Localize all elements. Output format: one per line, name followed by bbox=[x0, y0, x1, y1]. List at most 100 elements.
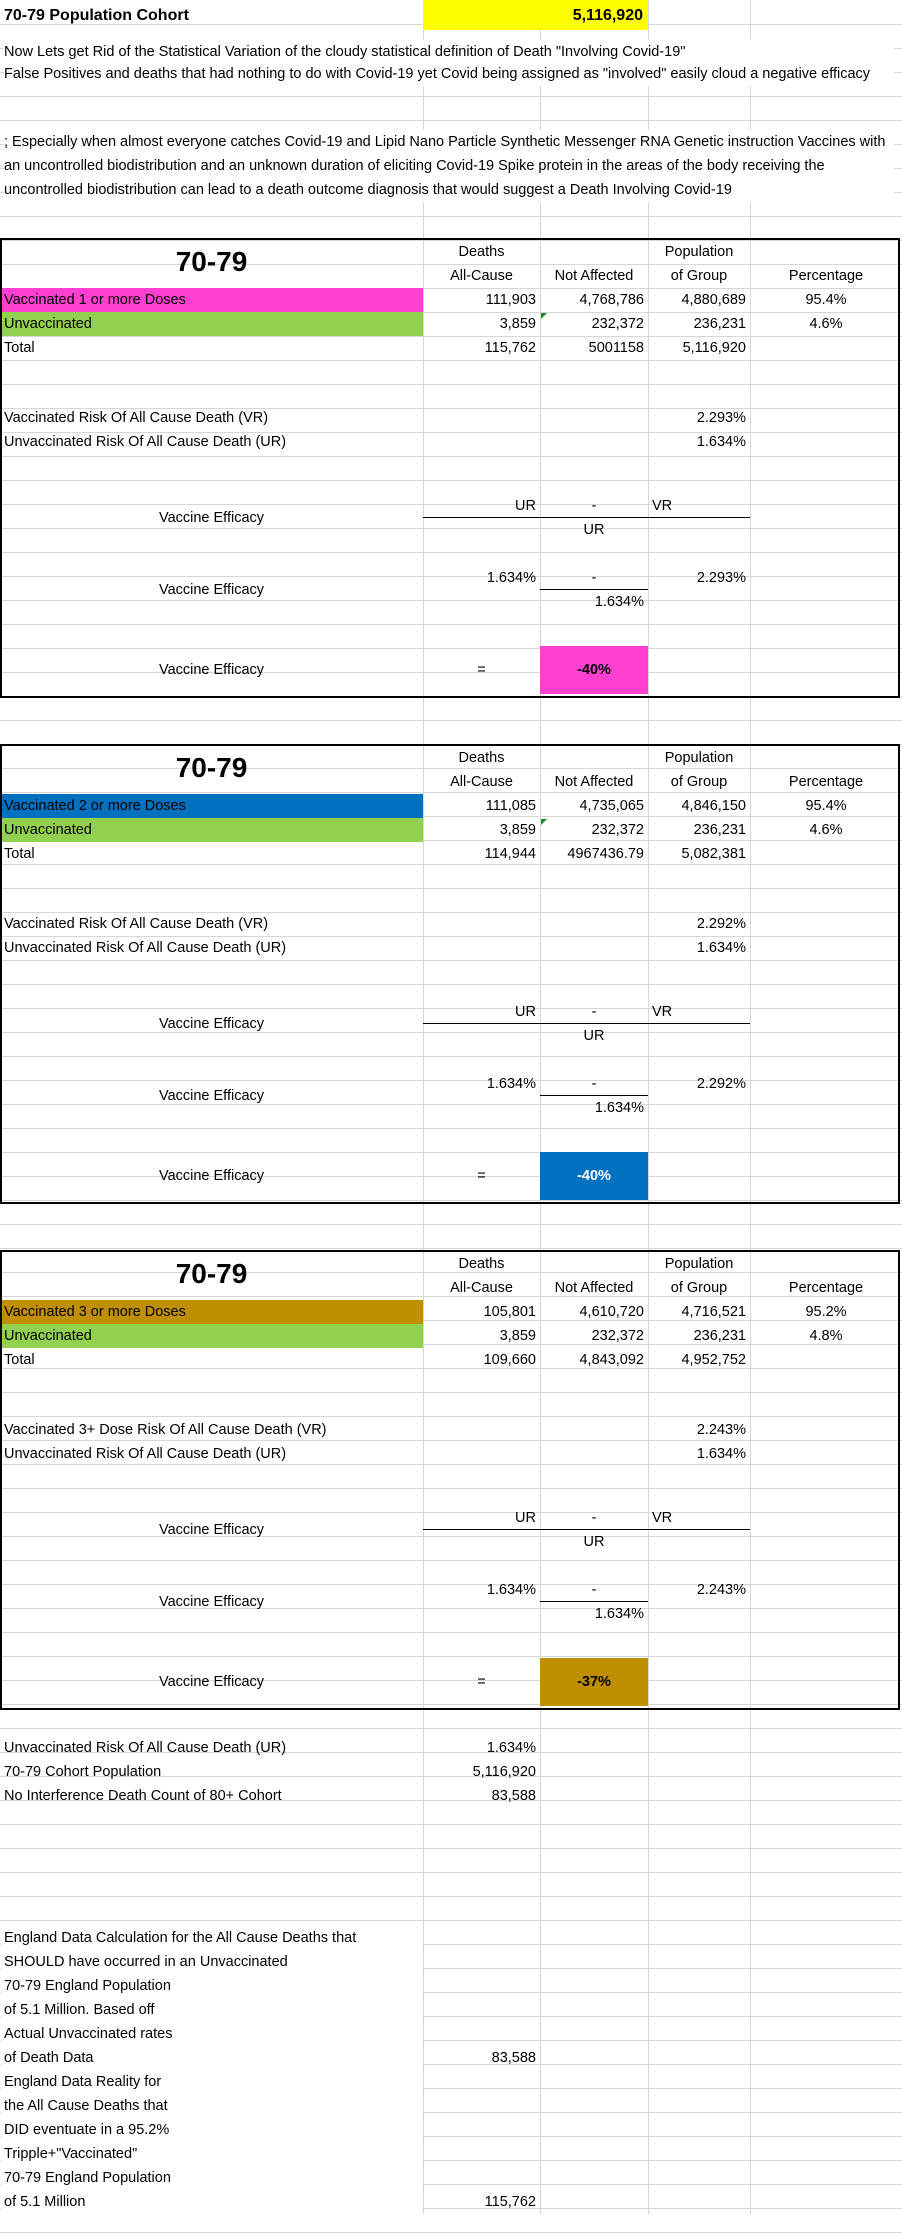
grid-row bbox=[0, 1008, 902, 1033]
summary-population-label: 70-79 Cohort Population bbox=[4, 1764, 162, 1780]
grid-row bbox=[0, 984, 902, 1009]
england-calc-line: of Death Data bbox=[4, 2050, 94, 2066]
grid-row bbox=[0, 1608, 902, 1633]
grid-row bbox=[0, 1944, 902, 1969]
equals-sign: = bbox=[477, 1674, 486, 1690]
grid-row bbox=[0, 1992, 902, 2017]
ur-value: 1.634% bbox=[696, 940, 746, 956]
england-calc-line: 70-79 England Population bbox=[4, 1978, 171, 1994]
grid-row bbox=[0, 96, 902, 121]
summary-no-interference-label: No Interference Death Count of 80+ Cohor… bbox=[4, 1788, 282, 1804]
total-label: Total bbox=[4, 1352, 35, 1368]
formula-divider bbox=[423, 517, 750, 518]
unvaccinated-highlight bbox=[2, 312, 423, 336]
unvaccinated-not-affected: 232,372 bbox=[591, 1328, 644, 1344]
population-header: Population bbox=[664, 750, 734, 766]
unvaccinated-population: 236,231 bbox=[693, 822, 746, 838]
vr-value: 2.243% bbox=[696, 1422, 746, 1438]
cell-comment-marker bbox=[541, 313, 547, 319]
unvaccinated-highlight bbox=[2, 818, 423, 842]
vaccinated-population: 4,716,521 bbox=[681, 1304, 746, 1320]
grid-row bbox=[0, 480, 902, 505]
unvaccinated-label: Unvaccinated bbox=[4, 316, 92, 332]
deaths-header-2: All-Cause bbox=[450, 268, 513, 284]
grid-row bbox=[0, 192, 902, 217]
grid-row bbox=[0, 432, 902, 457]
grid-row bbox=[0, 576, 902, 601]
unvaccinated-not-affected: 232,372 bbox=[591, 316, 644, 332]
england-calc-line: of 5.1 Million. Based off bbox=[4, 2002, 155, 2018]
vr-value: 2.292% bbox=[696, 916, 746, 932]
population-highlight bbox=[423, 0, 648, 30]
total-deaths: 109,660 bbox=[483, 1352, 536, 1368]
vaccine-efficacy-label: Vaccine Efficacy bbox=[158, 1088, 265, 1104]
grid-row bbox=[0, 1512, 902, 1537]
grid-row bbox=[0, 408, 902, 433]
population-header-2: of Group bbox=[670, 1280, 728, 1296]
cohort-heading: 70-79 bbox=[175, 1258, 248, 1289]
grid-row bbox=[0, 1344, 902, 1369]
grid-column-line bbox=[540, 0, 541, 2214]
vr-label: Vaccinated Risk Of All Cause Death (VR) bbox=[4, 410, 269, 426]
england-reality-line: 70-79 England Population bbox=[4, 2170, 171, 2186]
vr-label: Vaccinated Risk Of All Cause Death (VR) bbox=[4, 916, 269, 932]
england-reality-line: the All Cause Deaths that bbox=[4, 2098, 168, 2114]
grid-row bbox=[0, 1032, 902, 1057]
vaccinated-deaths: 111,085 bbox=[485, 798, 536, 814]
grid-column-line bbox=[750, 0, 751, 2214]
grid-row bbox=[0, 600, 902, 625]
grid-row bbox=[0, 552, 902, 577]
numeric-denominator: 1.634% bbox=[594, 1100, 644, 1116]
cohort-table bbox=[0, 744, 900, 1204]
numeric-denominator: 1.634% bbox=[594, 594, 644, 610]
numeric-vr: 2.243% bbox=[696, 1582, 746, 1598]
population-total: 5,116,920 bbox=[572, 7, 643, 24]
grid-row bbox=[0, 312, 902, 337]
grid-row bbox=[0, 1416, 902, 1441]
grid-row bbox=[0, 264, 902, 289]
grid-row bbox=[0, 792, 902, 817]
unvaccinated-label: Unvaccinated bbox=[4, 1328, 92, 1344]
numeric-minus: - bbox=[591, 570, 597, 586]
unvaccinated-percentage: 4.6% bbox=[809, 316, 843, 332]
grid-row bbox=[0, 1872, 902, 1897]
vaccinated-deaths: 105,801 bbox=[483, 1304, 536, 1320]
formula-denominator: UR bbox=[583, 1028, 605, 1044]
percentage-header: Percentage bbox=[788, 268, 864, 284]
unvaccinated-label: Unvaccinated bbox=[4, 822, 92, 838]
grid-row bbox=[0, 1848, 902, 1873]
grid-row bbox=[0, 456, 902, 481]
vaccinated-deaths: 111,903 bbox=[485, 292, 536, 308]
grid-row bbox=[0, 816, 902, 841]
grid-row bbox=[0, 1176, 902, 1201]
equals-sign: = bbox=[477, 1168, 486, 1184]
grid-row bbox=[0, 2112, 902, 2137]
grid-row bbox=[0, 288, 902, 313]
formula-minus: - bbox=[591, 1510, 597, 1526]
grid-row bbox=[0, 1440, 902, 1465]
formula-minus: - bbox=[591, 498, 597, 514]
ur-label: Unvaccinated Risk Of All Cause Death (UR… bbox=[4, 434, 287, 450]
deaths-header: Deaths bbox=[458, 750, 505, 766]
not-affected-header: Not Affected bbox=[554, 774, 634, 790]
grid-row bbox=[0, 2064, 902, 2089]
ur-value: 1.634% bbox=[696, 434, 746, 450]
ur-value: 1.634% bbox=[696, 1446, 746, 1462]
total-deaths: 114,944 bbox=[484, 846, 536, 862]
efficacy-result: -40% bbox=[577, 1168, 611, 1184]
vaccinated-highlight bbox=[2, 288, 423, 312]
unvaccinated-population: 236,231 bbox=[693, 316, 746, 332]
grid-column-line bbox=[648, 0, 649, 2214]
equals-sign: = bbox=[477, 662, 486, 678]
grid-row bbox=[0, 624, 902, 649]
formula-divider bbox=[423, 1023, 750, 1024]
efficacy-result: -37% bbox=[577, 1674, 611, 1690]
deaths-header-2: All-Cause bbox=[450, 1280, 513, 1296]
grid-row bbox=[0, 336, 902, 361]
vr-label: Vaccinated 3+ Dose Risk Of All Cause Dea… bbox=[4, 1422, 327, 1438]
vaccinated-not-affected: 4,768,786 bbox=[579, 292, 644, 308]
grid-row bbox=[0, 1368, 902, 1393]
cohort-heading: 70-79 bbox=[175, 246, 248, 277]
vaccinated-not-affected: 4,735,065 bbox=[579, 798, 644, 814]
vaccine-efficacy-label: Vaccine Efficacy bbox=[158, 510, 265, 526]
